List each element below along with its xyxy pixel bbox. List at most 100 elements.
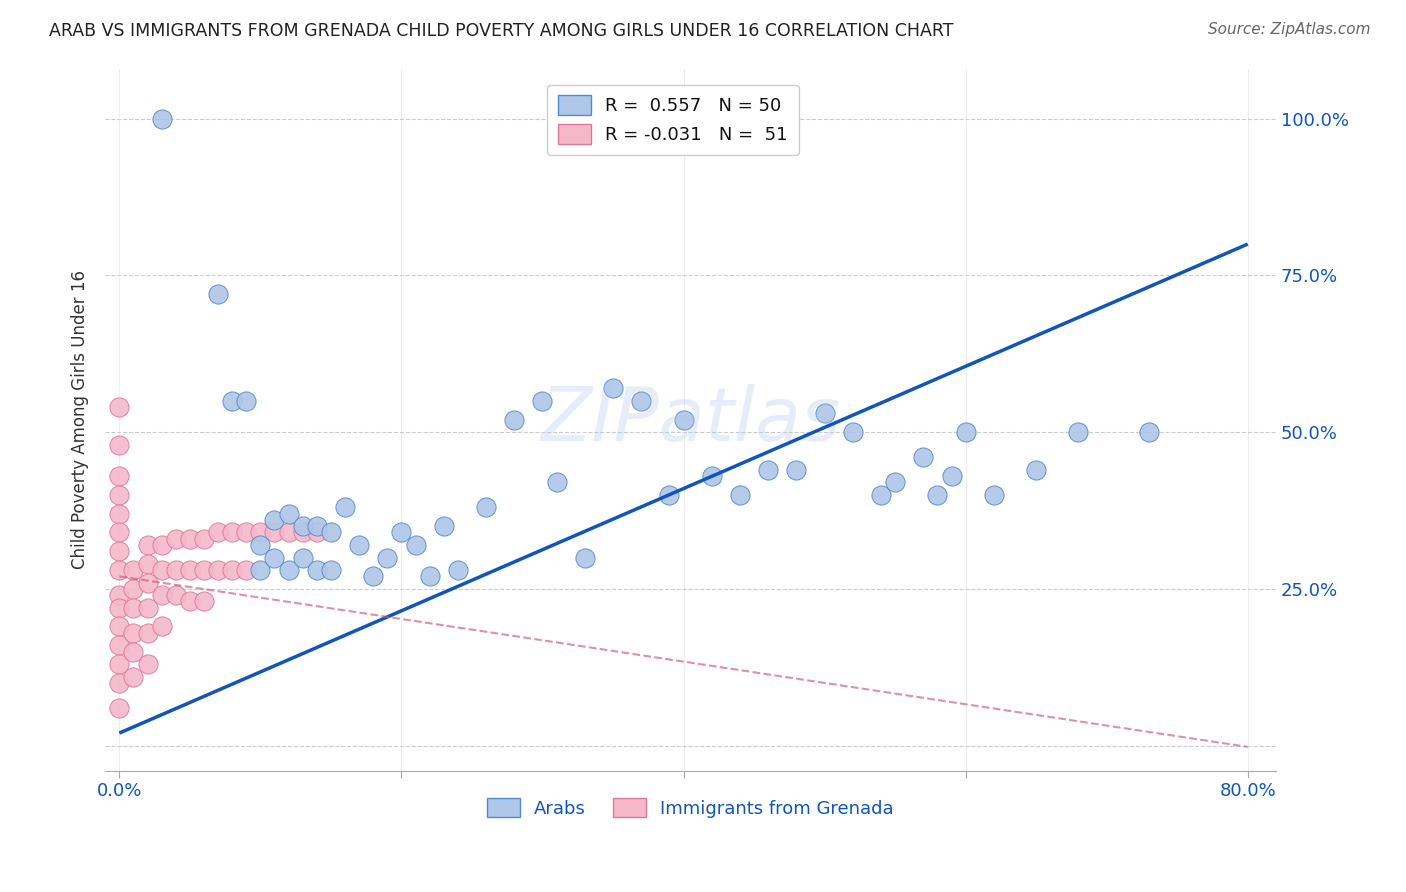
Point <box>391 525 413 540</box>
Point <box>263 550 285 565</box>
Point <box>235 525 257 540</box>
Point <box>319 563 342 577</box>
Point <box>672 412 695 426</box>
Point <box>122 625 145 640</box>
Point <box>728 488 751 502</box>
Point <box>150 588 173 602</box>
Point <box>983 488 1005 502</box>
Point <box>207 525 229 540</box>
Point <box>150 619 173 633</box>
Text: ARAB VS IMMIGRANTS FROM GRENADA CHILD POVERTY AMONG GIRLS UNDER 16 CORRELATION C: ARAB VS IMMIGRANTS FROM GRENADA CHILD PO… <box>49 22 953 40</box>
Point <box>1137 425 1160 439</box>
Point <box>108 563 131 577</box>
Point <box>375 550 398 565</box>
Point <box>912 450 935 465</box>
Point <box>108 507 131 521</box>
Point <box>361 569 384 583</box>
Point <box>249 538 271 552</box>
Point <box>122 563 145 577</box>
Point <box>277 563 299 577</box>
Point <box>319 525 342 540</box>
Point <box>221 525 243 540</box>
Point <box>842 425 865 439</box>
Point <box>235 563 257 577</box>
Point <box>347 538 370 552</box>
Point <box>249 525 271 540</box>
Point <box>108 701 131 715</box>
Point <box>179 594 201 608</box>
Point <box>602 381 624 395</box>
Point <box>136 557 159 571</box>
Point <box>756 463 779 477</box>
Point <box>108 544 131 558</box>
Point <box>108 638 131 652</box>
Point <box>433 519 456 533</box>
Point <box>165 588 187 602</box>
Point <box>207 287 229 301</box>
Point <box>263 525 285 540</box>
Point <box>136 600 159 615</box>
Point <box>136 538 159 552</box>
Point <box>108 588 131 602</box>
Point <box>108 600 131 615</box>
Point <box>884 475 907 490</box>
Point <box>108 438 131 452</box>
Point <box>108 469 131 483</box>
Point <box>221 393 243 408</box>
Point <box>108 676 131 690</box>
Point <box>630 393 652 408</box>
Point <box>941 469 963 483</box>
Point <box>108 525 131 540</box>
Point <box>136 625 159 640</box>
Point <box>291 550 314 565</box>
Point <box>221 563 243 577</box>
Point <box>291 525 314 540</box>
Point <box>333 500 356 515</box>
Point <box>658 488 681 502</box>
Point <box>150 563 173 577</box>
Point <box>531 393 554 408</box>
Point <box>277 507 299 521</box>
Point <box>1025 463 1047 477</box>
Point <box>249 563 271 577</box>
Point <box>235 393 257 408</box>
Point <box>305 563 328 577</box>
Point <box>546 475 568 490</box>
Text: ZIPatlas: ZIPatlas <box>540 384 841 456</box>
Y-axis label: Child Poverty Among Girls Under 16: Child Poverty Among Girls Under 16 <box>72 270 89 569</box>
Point <box>419 569 441 583</box>
Point <box>193 532 215 546</box>
Point <box>785 463 807 477</box>
Point <box>108 400 131 414</box>
Text: Source: ZipAtlas.com: Source: ZipAtlas.com <box>1208 22 1371 37</box>
Point <box>870 488 893 502</box>
Point <box>122 670 145 684</box>
Point <box>207 563 229 577</box>
Point <box>291 519 314 533</box>
Point <box>193 594 215 608</box>
Point <box>405 538 427 552</box>
Point <box>574 550 596 565</box>
Point <box>150 538 173 552</box>
Point <box>277 525 299 540</box>
Point <box>108 619 131 633</box>
Point <box>955 425 977 439</box>
Point <box>136 657 159 672</box>
Point <box>150 112 173 126</box>
Point <box>165 563 187 577</box>
Point <box>475 500 498 515</box>
Point <box>122 600 145 615</box>
Point <box>122 644 145 658</box>
Point <box>179 532 201 546</box>
Point <box>108 488 131 502</box>
Point <box>700 469 723 483</box>
Point <box>136 575 159 590</box>
Point <box>263 513 285 527</box>
Point <box>447 563 470 577</box>
Point <box>927 488 949 502</box>
Point <box>108 657 131 672</box>
Point <box>813 406 835 420</box>
Point <box>305 525 328 540</box>
Point <box>305 519 328 533</box>
Point <box>165 532 187 546</box>
